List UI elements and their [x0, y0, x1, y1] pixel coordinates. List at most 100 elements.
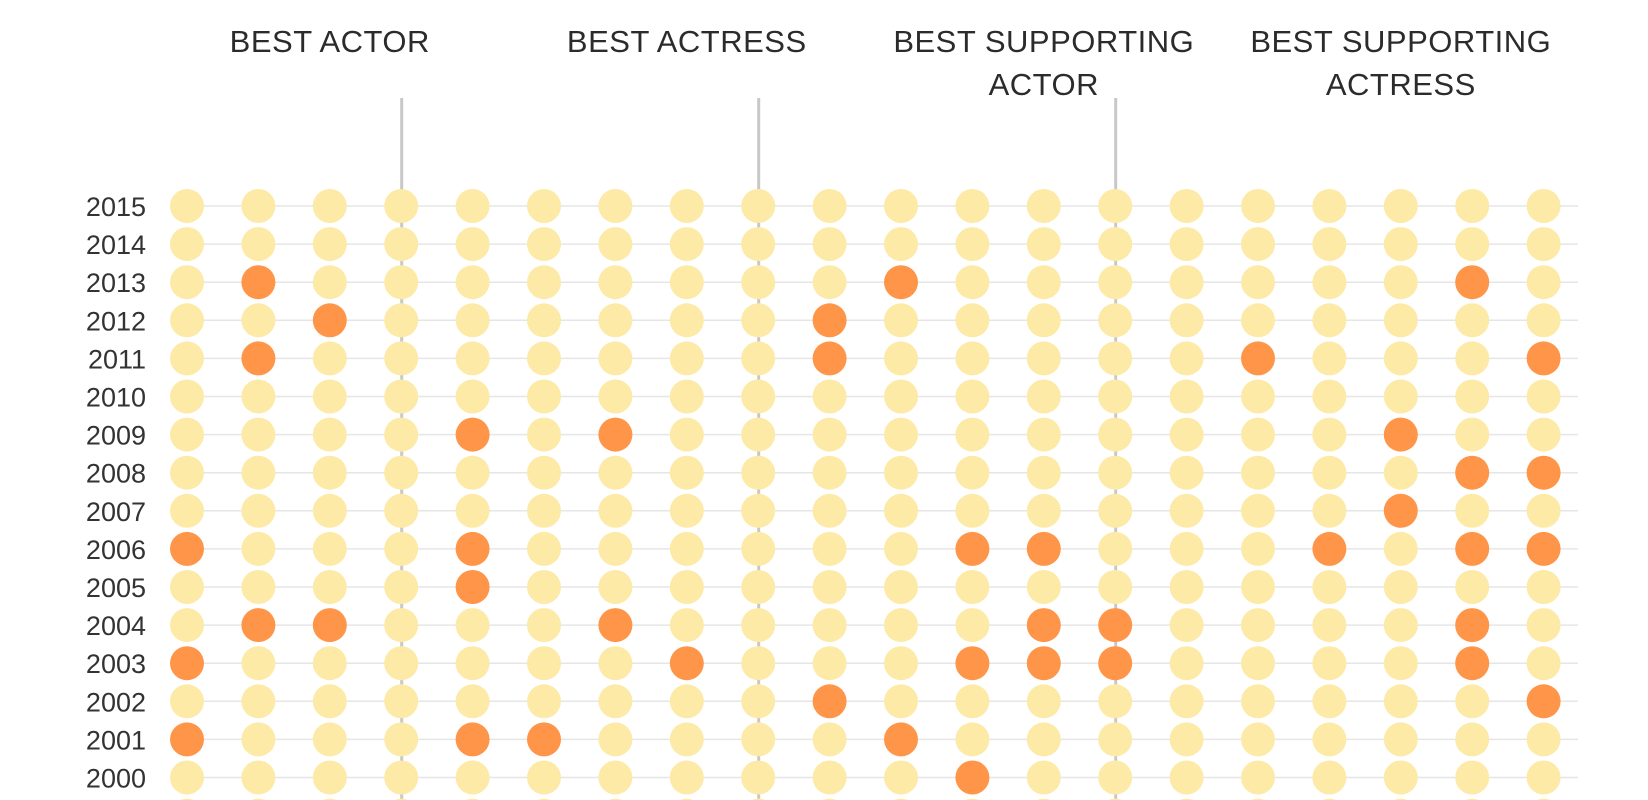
nominee-dot [1026, 227, 1061, 262]
nominee-dot-highlighted [1526, 341, 1561, 376]
nominee-dot-highlighted [598, 608, 633, 643]
nominee-dot [384, 455, 419, 490]
nominee-dot [741, 417, 776, 452]
nominee-dot [384, 265, 419, 300]
nominee-dot [384, 379, 419, 414]
nominee-dot [455, 493, 490, 528]
nominee-dot [1241, 417, 1275, 452]
year-label: 2003 [86, 649, 146, 679]
year-label: 2006 [86, 535, 146, 565]
nominee-dot [669, 303, 704, 338]
year-label: 2002 [86, 687, 146, 717]
nominee-dot [1312, 608, 1347, 643]
nominee-dot [884, 417, 918, 452]
nominee-dot [598, 455, 633, 490]
nominee-dot [1169, 341, 1204, 376]
year-label: 2008 [86, 459, 146, 489]
nominee-dot [955, 722, 990, 757]
nominee-dot [741, 493, 776, 528]
nominee-dot [669, 493, 704, 528]
nominee-dot [1169, 303, 1204, 338]
year-label: 2000 [86, 764, 146, 794]
nominee-dot [312, 341, 347, 376]
nominee-dot-highlighted [455, 417, 490, 452]
nominee-dot [384, 227, 419, 262]
nominee-dot-highlighted [1383, 493, 1418, 528]
category-title: BEST SUPPORTING ACTOR [893, 24, 1194, 102]
nominee-dot [527, 684, 561, 719]
year-label: 2009 [86, 421, 146, 451]
nominee-dot-highlighted [1241, 341, 1275, 376]
nominee-dot [1526, 646, 1561, 681]
nominee-dot [241, 684, 276, 719]
nominee-dot [1383, 570, 1418, 604]
nominee-dot [1098, 189, 1133, 223]
nominee-dot [812, 570, 847, 604]
nominee-dot [312, 455, 347, 490]
year-label: 2007 [86, 497, 146, 527]
nominee-dot [1169, 684, 1204, 719]
nominee-dot [1026, 493, 1061, 528]
nominee-dot-highlighted [812, 303, 847, 338]
nominee-dot [1241, 722, 1275, 757]
nominee-dot [1098, 493, 1133, 528]
nominee-dot [384, 684, 419, 719]
nominee-dot [384, 646, 419, 681]
nominee-dot [312, 493, 347, 528]
nominee-dot [1383, 303, 1418, 338]
nominee-dot [669, 379, 704, 414]
nominee-dot [312, 722, 347, 757]
nominee-dot [1383, 189, 1418, 223]
nominee-dot [1526, 227, 1561, 262]
nominee-dot [384, 493, 419, 528]
nominee-dot [598, 227, 633, 262]
nominee-dot [241, 189, 276, 223]
nominee-dot-highlighted [1455, 455, 1490, 490]
nominee-dot-highlighted [1098, 608, 1133, 643]
nominee-dot [455, 227, 490, 262]
nominee-dot [170, 608, 204, 643]
nominee-dot [1526, 722, 1561, 757]
nominee-dot [1241, 189, 1275, 223]
nominee-dots [170, 189, 1561, 800]
nominee-dot-highlighted [1312, 531, 1347, 566]
nominee-dot [1312, 684, 1347, 719]
nominee-dot [1098, 303, 1133, 338]
year-label: 2001 [86, 725, 146, 755]
nominee-dot [884, 531, 918, 566]
nominee-dot [1098, 531, 1133, 566]
nominee-dot [1526, 265, 1561, 300]
nominee-dot-highlighted [312, 303, 347, 338]
nominee-dot [1526, 379, 1561, 414]
nominee-dot [955, 379, 990, 414]
nominee-dot [1169, 570, 1204, 604]
nominee-dot [1312, 417, 1347, 452]
nominee-dot [741, 303, 776, 338]
nominee-dot [812, 265, 847, 300]
nominee-dot [1455, 684, 1490, 719]
nominee-dot [955, 608, 990, 643]
nominee-dot [527, 379, 561, 414]
nominee-dot [455, 379, 490, 414]
nominee-dot [598, 570, 633, 604]
nominee-dot [1241, 684, 1275, 719]
nominee-dot [1098, 722, 1133, 757]
nominee-dot [955, 684, 990, 719]
nominee-dot-highlighted [955, 531, 990, 566]
nominee-dot [1455, 303, 1490, 338]
nominee-dot [384, 303, 419, 338]
nominee-dot-highlighted [1026, 608, 1061, 643]
nominee-dot [741, 455, 776, 490]
nominee-dot [527, 341, 561, 376]
nominee-dot [1383, 646, 1418, 681]
nominee-dot [1526, 493, 1561, 528]
nominee-dot [812, 722, 847, 757]
nominee-dot [1312, 379, 1347, 414]
nominee-dot [527, 303, 561, 338]
nominee-dot [1026, 265, 1061, 300]
nominee-dot [170, 379, 204, 414]
nominee-dot [170, 493, 204, 528]
nominee-dot [384, 760, 419, 795]
year-label: 2010 [86, 383, 146, 413]
nominee-dot [455, 265, 490, 300]
